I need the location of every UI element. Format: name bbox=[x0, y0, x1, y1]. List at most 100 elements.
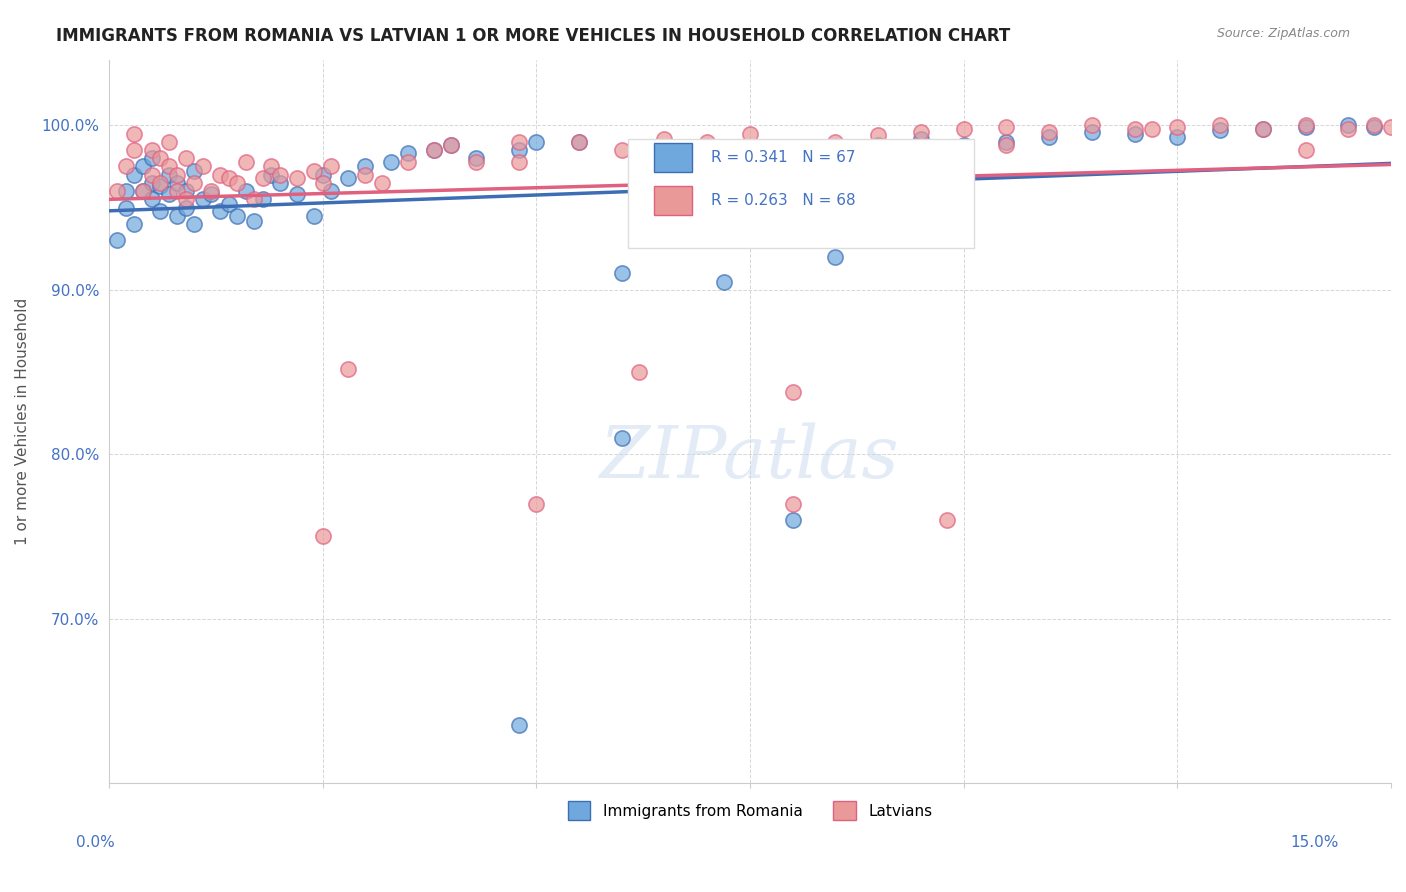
Y-axis label: 1 or more Vehicles in Household: 1 or more Vehicles in Household bbox=[15, 298, 30, 545]
Point bbox=[191, 192, 214, 206]
Point bbox=[371, 176, 394, 190]
Point bbox=[149, 179, 172, 194]
Point bbox=[260, 168, 283, 182]
Point bbox=[252, 192, 274, 206]
Point bbox=[166, 184, 188, 198]
Point bbox=[568, 135, 591, 149]
Point bbox=[508, 154, 530, 169]
Point bbox=[824, 250, 846, 264]
Point bbox=[132, 184, 155, 198]
Point bbox=[319, 160, 342, 174]
Point bbox=[183, 164, 205, 178]
Point bbox=[132, 184, 155, 198]
Text: R = 0.341   N = 67: R = 0.341 N = 67 bbox=[711, 150, 856, 165]
Point bbox=[1295, 143, 1317, 157]
Point bbox=[311, 176, 333, 190]
Point bbox=[166, 168, 188, 182]
Point bbox=[1251, 121, 1274, 136]
Point bbox=[952, 138, 974, 153]
Legend: Immigrants from Romania, Latvians: Immigrants from Romania, Latvians bbox=[561, 795, 938, 826]
Point bbox=[166, 209, 188, 223]
Point bbox=[157, 168, 180, 182]
Point bbox=[1081, 119, 1104, 133]
Point bbox=[1362, 120, 1385, 134]
Point bbox=[952, 121, 974, 136]
Point bbox=[319, 184, 342, 198]
Point bbox=[524, 496, 547, 510]
Point bbox=[149, 203, 172, 218]
Point bbox=[1209, 119, 1232, 133]
Point bbox=[1123, 127, 1146, 141]
Point bbox=[141, 168, 163, 182]
Point bbox=[302, 164, 325, 178]
Point bbox=[183, 217, 205, 231]
Point bbox=[105, 184, 128, 198]
Point bbox=[243, 192, 266, 206]
Point bbox=[568, 135, 591, 149]
Point bbox=[422, 143, 444, 157]
Point bbox=[713, 275, 735, 289]
FancyBboxPatch shape bbox=[654, 186, 692, 215]
Point bbox=[1295, 119, 1317, 133]
Point bbox=[1209, 123, 1232, 137]
Point bbox=[654, 192, 676, 206]
Point bbox=[1166, 120, 1188, 134]
Point bbox=[1166, 129, 1188, 144]
Point bbox=[124, 143, 146, 157]
Point bbox=[508, 143, 530, 157]
Point bbox=[141, 192, 163, 206]
Point bbox=[440, 138, 463, 153]
Point bbox=[149, 176, 172, 190]
Point bbox=[252, 171, 274, 186]
Point bbox=[782, 513, 804, 527]
Point bbox=[285, 187, 308, 202]
Point bbox=[1295, 120, 1317, 134]
Point bbox=[115, 160, 138, 174]
Point bbox=[141, 176, 163, 190]
Point bbox=[208, 203, 231, 218]
FancyBboxPatch shape bbox=[628, 139, 974, 248]
Text: 0.0%: 0.0% bbox=[76, 836, 115, 850]
Point bbox=[157, 135, 180, 149]
Point bbox=[696, 184, 718, 198]
Point bbox=[174, 192, 197, 206]
Point bbox=[105, 234, 128, 248]
Text: ZIPatlas: ZIPatlas bbox=[600, 422, 900, 492]
Point bbox=[191, 160, 214, 174]
Point bbox=[465, 151, 488, 165]
Point bbox=[337, 361, 360, 376]
Point bbox=[868, 128, 890, 143]
Point bbox=[824, 143, 846, 157]
Point bbox=[1081, 125, 1104, 139]
Point bbox=[508, 718, 530, 732]
Point bbox=[285, 171, 308, 186]
Point bbox=[440, 138, 463, 153]
Point bbox=[311, 168, 333, 182]
Point bbox=[132, 160, 155, 174]
Point bbox=[465, 154, 488, 169]
Text: IMMIGRANTS FROM ROMANIA VS LATVIAN 1 OR MORE VEHICLES IN HOUSEHOLD CORRELATION C: IMMIGRANTS FROM ROMANIA VS LATVIAN 1 OR … bbox=[56, 27, 1011, 45]
Point bbox=[422, 143, 444, 157]
Point bbox=[935, 513, 957, 527]
Point bbox=[243, 213, 266, 227]
Point bbox=[610, 266, 633, 280]
Point bbox=[124, 168, 146, 182]
Point bbox=[1251, 121, 1274, 136]
Point bbox=[200, 184, 222, 198]
Point bbox=[610, 143, 633, 157]
Point bbox=[174, 151, 197, 165]
Point bbox=[910, 131, 932, 145]
Point bbox=[235, 184, 257, 198]
Point bbox=[910, 125, 932, 139]
Point bbox=[124, 217, 146, 231]
Point bbox=[610, 431, 633, 445]
Point bbox=[183, 176, 205, 190]
Point bbox=[174, 184, 197, 198]
Point bbox=[782, 384, 804, 399]
Text: R = 0.263   N = 68: R = 0.263 N = 68 bbox=[711, 194, 856, 208]
Point bbox=[260, 160, 283, 174]
Point bbox=[738, 127, 761, 141]
Point bbox=[1337, 119, 1360, 133]
Point bbox=[174, 201, 197, 215]
Point bbox=[1140, 121, 1163, 136]
